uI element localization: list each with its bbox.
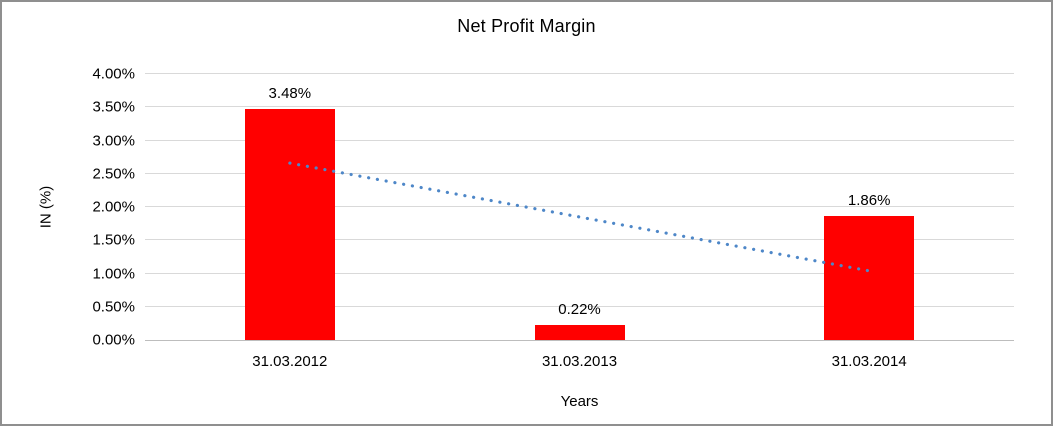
y-tick-label: 0.00% (92, 331, 135, 349)
bar-data-label: 0.22% (558, 301, 601, 319)
trendline (288, 161, 871, 273)
bar-data-label: 3.48% (268, 84, 312, 102)
chart-title: Net Profit Margin (457, 16, 596, 36)
y-tick-label: 2.50% (92, 165, 135, 183)
x-axis-title: Years (560, 393, 599, 410)
gridline (145, 206, 1014, 207)
x-axis-tick-labels: 31.03.2012 31.03.2013 31.03.2014 (145, 353, 1014, 373)
x-tick-label: 31.03.2013 (541, 353, 618, 370)
y-tick-label: 2.00% (92, 198, 135, 216)
gridline (145, 272, 1014, 274)
y-tick-label: 0.50% (92, 298, 135, 316)
bar-31.03.2014 (824, 216, 915, 340)
gridline (145, 106, 1014, 108)
bar-31.03.2013 (534, 325, 625, 340)
y-tick-label: 1.00% (92, 265, 135, 282)
x-axis-line (145, 340, 1014, 341)
trendline-dotted-line (288, 161, 871, 273)
y-tick-label: 3.50% (92, 98, 135, 116)
x-tick-label: 31.03.2012 (252, 353, 328, 370)
y-tick-label: 1.50% (92, 231, 135, 249)
plot-area: 3.48% 0.22% 1.86% (145, 73, 1014, 341)
y-axis-tick-labels: 0.00% 0.50% 1.00% 1.50% 2.00% 2.50% 3.00% 3.50%… (2, 66, 135, 349)
x-tick-label: 31.03.2014 (831, 353, 907, 370)
y-tick-label: 3.00% (92, 132, 135, 149)
gridline (145, 139, 1014, 141)
gridline (145, 305, 1014, 307)
gridline (145, 73, 1014, 74)
gridline (145, 239, 1014, 241)
gridline (145, 172, 1014, 174)
bar-data-label: 1.86% (847, 192, 891, 210)
bar-31.03.2012 (244, 108, 335, 340)
y-tick-label: 4.00% (92, 65, 135, 83)
